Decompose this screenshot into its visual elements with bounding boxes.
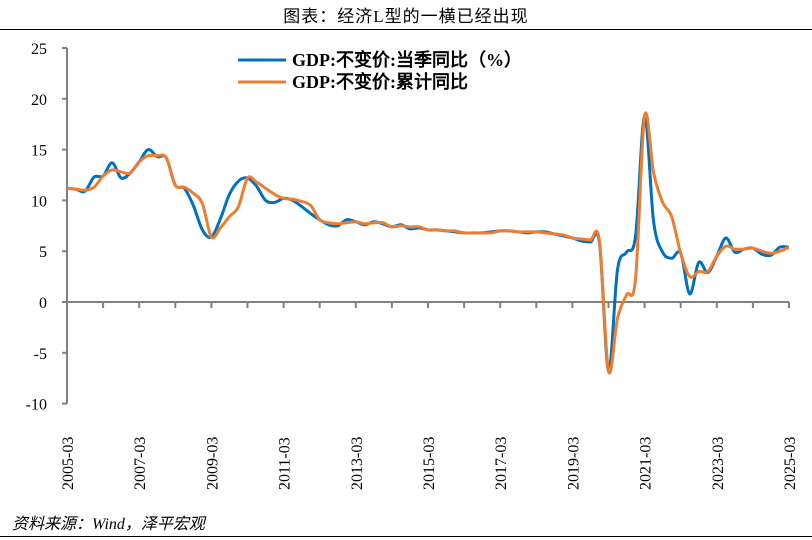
x-tick-label: 2025-03 [782, 437, 799, 490]
y-tick-label: 15 [31, 143, 47, 160]
legend-label: GDP:不变价:累计同比 [292, 71, 468, 92]
x-tick-label: 2017-03 [493, 437, 510, 490]
x-tick-label: 2023-03 [710, 437, 727, 490]
legend-item: GDP:不变价:累计同比 [238, 71, 468, 92]
y-tick-label: 0 [39, 295, 47, 312]
y-tick-label: -10 [26, 397, 47, 414]
x-tick-label: 2005-03 [60, 437, 77, 490]
x-tick-label: 2011-03 [277, 437, 294, 490]
y-tick-label: 10 [31, 193, 47, 210]
y-tick-label: -5 [34, 346, 47, 363]
legend-label: GDP:不变价:当季同比（%） [292, 49, 522, 70]
series-line-cumulative-yoy [66, 111, 790, 375]
figure-title: 图表：经济L型的一横已经出现 [283, 7, 529, 26]
y-tick-label: 25 [31, 41, 47, 58]
x-tick-label: 2015-03 [421, 437, 438, 490]
series-line-quarterly-yoy [66, 114, 790, 373]
bottom-divider [0, 536, 812, 537]
source-note: 资料来源：Wind，泽平宏观 [12, 516, 205, 533]
x-tick-label: 2019-03 [565, 437, 582, 490]
y-tick-label: 20 [31, 92, 47, 109]
legend-item: GDP:不变价:当季同比（%） [238, 49, 522, 70]
x-tick-label: 2021-03 [638, 437, 655, 490]
y-tick-label: 5 [39, 244, 47, 261]
title-divider [0, 29, 812, 30]
x-tick-label: 2009-03 [204, 437, 221, 490]
x-tick-label: 2013-03 [349, 437, 366, 490]
x-tick-label: 2007-03 [132, 437, 149, 490]
